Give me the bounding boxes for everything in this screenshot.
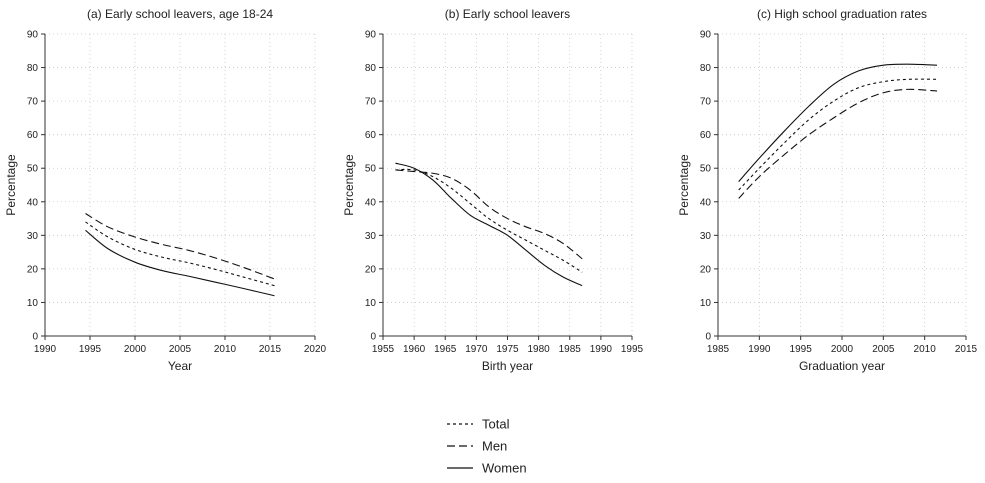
legend-label: Total xyxy=(482,417,510,432)
x-tick-label: 1995 xyxy=(79,344,102,355)
y-tick-label: 40 xyxy=(365,197,377,208)
x-tick-label: 1985 xyxy=(707,344,730,355)
series-line-men xyxy=(85,213,275,280)
x-tick-label: 1955 xyxy=(372,344,395,355)
x-tick-label: 1995 xyxy=(621,344,644,355)
x-tick-label: 1980 xyxy=(528,344,551,355)
x-tick-label: 2005 xyxy=(872,344,895,355)
y-tick-label: 30 xyxy=(700,231,712,242)
y-tick-label: 70 xyxy=(700,97,712,108)
series-line-total xyxy=(738,78,938,191)
y-axis-title: Percentage xyxy=(4,154,18,216)
y-tick-label: 0 xyxy=(370,332,376,343)
x-axis-title: Birth year xyxy=(482,359,533,373)
y-tick-label: 90 xyxy=(700,30,712,41)
panel-title: (a) Early school leavers, age 18-24 xyxy=(87,7,273,21)
y-tick-label: 50 xyxy=(700,164,712,175)
panel-3: 0 10 20 30 40 50 60 70 80 90 1985 1990 1995 2000 2005 2… xyxy=(677,7,978,373)
x-tick-label: 1990 xyxy=(748,344,771,355)
panel-2: 0 10 20 30 40 50 60 70 80 90 1955 1960 1965 1970 1975 1… xyxy=(342,7,644,373)
x-tick-label: 1990 xyxy=(34,344,57,355)
y-axis-title: Percentage xyxy=(677,154,691,216)
x-tick-label: 1965 xyxy=(434,344,457,355)
series-line-women xyxy=(85,229,275,297)
y-tick-label: 30 xyxy=(365,231,377,242)
x-tick-label: 1960 xyxy=(403,344,426,355)
x-tick-label: 2015 xyxy=(955,344,978,355)
x-tick-label: 2020 xyxy=(304,344,327,355)
y-tick-label: 10 xyxy=(27,298,39,309)
x-tick-label: 1975 xyxy=(496,344,519,355)
y-tick-label: 20 xyxy=(365,264,377,275)
series-line-total xyxy=(395,168,583,273)
x-tick-label: 1970 xyxy=(465,344,488,355)
series-line-total xyxy=(85,221,275,287)
x-tick-label: 2010 xyxy=(214,344,237,355)
y-tick-label: 80 xyxy=(365,63,377,74)
y-tick-label: 10 xyxy=(365,298,377,309)
y-tick-label: 60 xyxy=(700,130,712,141)
x-axis-title: Year xyxy=(168,359,192,373)
y-tick-label: 80 xyxy=(27,63,39,74)
x-tick-label: 2015 xyxy=(259,344,282,355)
x-tick-label: 1990 xyxy=(590,344,613,355)
y-tick-label: 70 xyxy=(27,97,39,108)
x-tick-label: 2000 xyxy=(831,344,854,355)
x-tick-label: 1995 xyxy=(790,344,813,355)
y-tick-label: 0 xyxy=(32,332,38,343)
y-tick-label: 20 xyxy=(27,264,39,275)
y-tick-label: 80 xyxy=(700,63,712,74)
x-tick-label: 2000 xyxy=(124,344,147,355)
y-tick-label: 20 xyxy=(700,264,712,275)
y-tick-label: 60 xyxy=(365,130,377,141)
y-tick-label: 50 xyxy=(365,164,377,175)
y-tick-label: 30 xyxy=(27,231,39,242)
y-axis-title: Percentage xyxy=(342,154,356,216)
y-tick-label: 40 xyxy=(27,197,39,208)
legend-item-men: Men xyxy=(447,439,507,454)
series-line-men xyxy=(738,88,938,199)
y-tick-label: 70 xyxy=(365,97,377,108)
legend-item-women: Women xyxy=(447,461,527,476)
legend-label: Women xyxy=(482,461,527,476)
series-line-women xyxy=(738,63,938,183)
x-tick-label: 1985 xyxy=(559,344,582,355)
y-tick-label: 60 xyxy=(27,130,39,141)
panel-title: (b) Early school leavers xyxy=(445,7,570,21)
y-tick-label: 10 xyxy=(700,298,712,309)
y-tick-label: 50 xyxy=(27,164,39,175)
panel-title: (c) High school graduation rates xyxy=(757,7,927,21)
x-axis-title: Graduation year xyxy=(799,359,885,373)
x-tick-label: 2010 xyxy=(914,344,937,355)
series-line-women xyxy=(395,162,583,287)
legend-label: Men xyxy=(482,439,507,454)
y-tick-label: 40 xyxy=(700,197,712,208)
legend: Total Men Women xyxy=(447,417,527,476)
y-tick-label: 90 xyxy=(27,30,39,41)
x-tick-label: 2005 xyxy=(169,344,192,355)
y-tick-label: 0 xyxy=(705,332,711,343)
series-line-men xyxy=(395,169,583,260)
legend-item-total: Total xyxy=(447,417,510,432)
y-tick-label: 90 xyxy=(365,30,377,41)
panel-1: 0 10 20 30 40 50 60 70 80 90 1990 1995 2000 2005 2010 2… xyxy=(4,7,327,373)
